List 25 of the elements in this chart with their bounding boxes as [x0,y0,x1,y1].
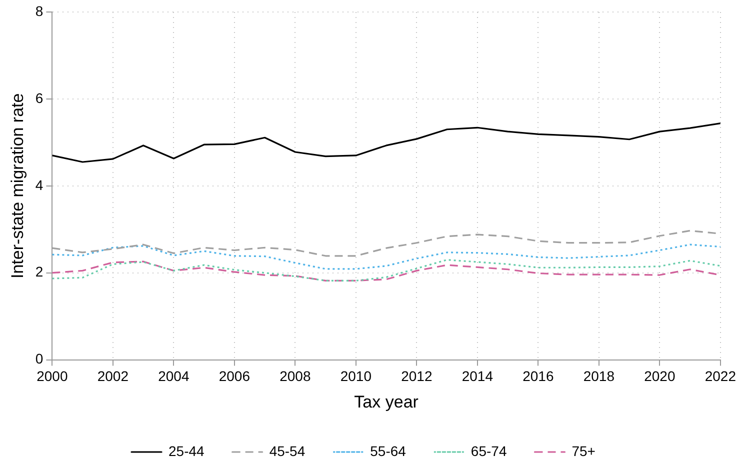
x-tick-label: 2018 [583,368,615,384]
legend-label: 75+ [572,442,596,459]
x-tick-label: 2000 [36,368,68,384]
y-tick-label: 0 [35,350,44,367]
x-tick-label: 2022 [704,368,736,384]
x-tick-label: 2006 [218,368,250,384]
y-axis-title: Inter-state migration rate [8,93,27,278]
legend-label: 55-64 [370,442,406,459]
line-series [52,244,720,270]
legend-label: 65-74 [470,442,507,459]
legend-label: 45-54 [269,442,306,459]
x-tick-label: 2002 [97,368,129,384]
x-tick-label: 2012 [401,368,432,384]
y-tick-label: 2 [35,264,44,280]
x-tick-label: 2020 [644,368,676,384]
x-axis-title: Tax year [354,392,419,412]
y-tick-label: 6 [35,90,44,106]
x-tick-label: 2010 [340,368,372,384]
legend-label: 25-44 [168,442,205,459]
x-tick-label: 2016 [522,368,554,384]
x-tick-label: 2004 [158,368,190,384]
x-tick-label: 2008 [280,368,311,384]
y-tick-label: 4 [35,176,44,193]
x-tick-label: 2014 [462,368,494,384]
y-tick-label: 8 [35,2,44,19]
